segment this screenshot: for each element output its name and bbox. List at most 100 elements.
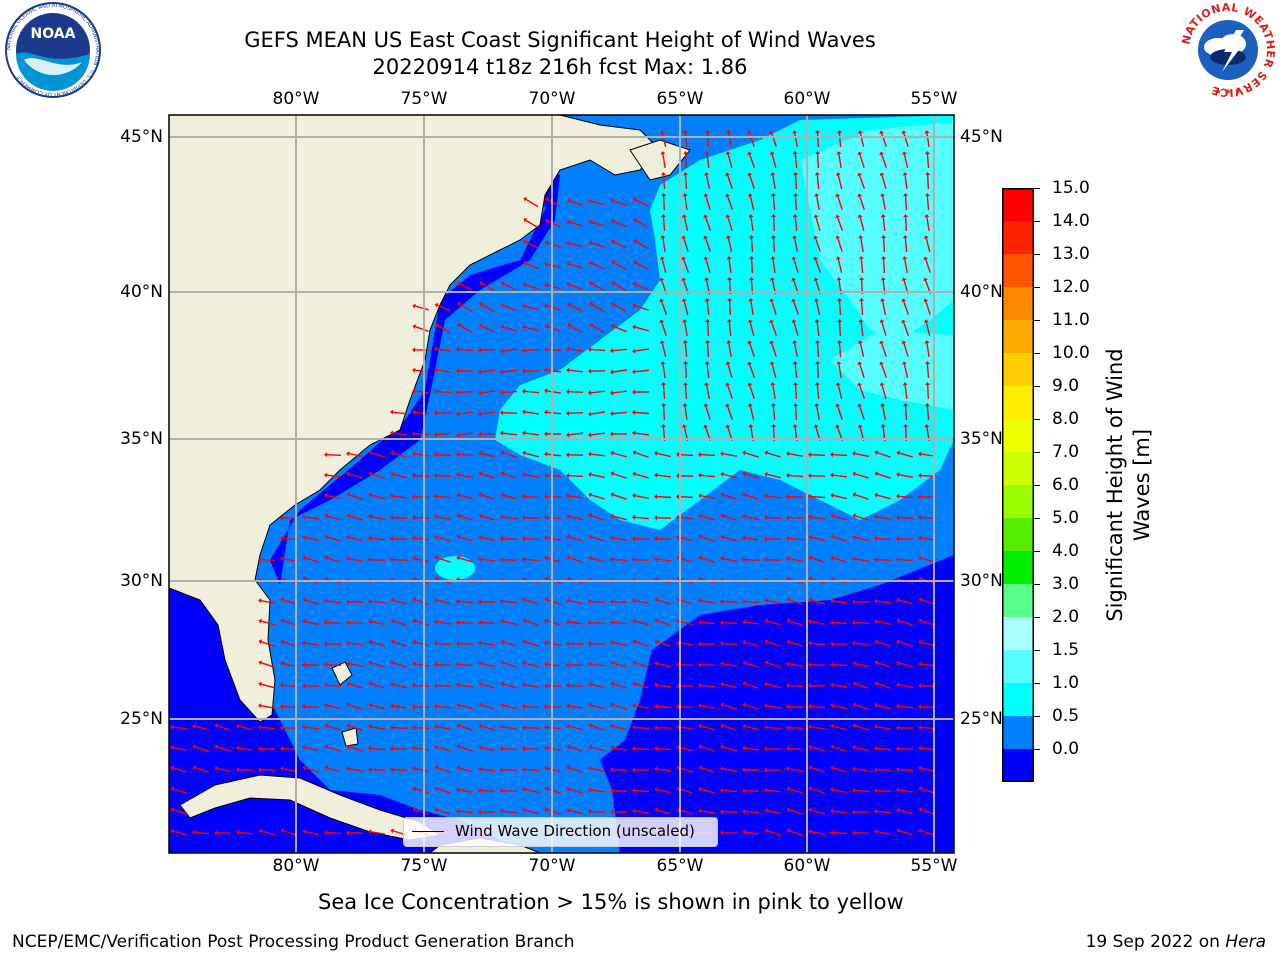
wind-arrow-head [346, 681, 350, 687]
lon-label-top-75w: 75°W [400, 89, 448, 109]
wind-arrow-shaft [678, 663, 694, 667]
wind-arrow-head [880, 298, 886, 302]
wind-arrow-head [654, 618, 659, 624]
wind-arrow-shaft [436, 705, 452, 709]
wind-arrow-shaft [327, 515, 341, 521]
wind-arrow-shaft [859, 343, 865, 357]
wind-arrow-head [258, 746, 262, 752]
wind-arrow-head [368, 829, 372, 835]
wind-arrow-shaft [662, 384, 666, 400]
wind-arrow-shaft [723, 725, 737, 731]
wind-arrow-head [918, 828, 923, 834]
wind-arrow-head [879, 382, 885, 387]
wind-arrow-shaft [926, 342, 930, 358]
wind-arrow-head [610, 788, 614, 794]
wind-arrow-shaft [788, 558, 804, 562]
wind-arrow-shaft [876, 830, 892, 836]
wind-arrow-shaft [904, 195, 908, 211]
wind-arrow-shaft [613, 452, 627, 458]
wind-arrow-head [610, 218, 615, 224]
wind-arrow-head [280, 766, 284, 772]
wind-arrow-shaft [877, 662, 891, 668]
wind-arrow-head [346, 744, 350, 750]
noaa-logo-text: NOAA [31, 26, 76, 42]
wind-arrow-head [368, 745, 372, 751]
wind-arrow-head [830, 513, 835, 519]
wind-arrow-shaft [854, 768, 870, 772]
wind-arrow-head [434, 640, 438, 646]
wind-arrow-shaft [837, 196, 843, 210]
wind-arrow-shaft [260, 726, 276, 730]
wind-arrow-shaft [656, 684, 672, 688]
wind-arrow-head [632, 409, 636, 416]
wind-arrow-shaft [745, 515, 759, 521]
wind-arrow-head [682, 319, 688, 323]
wind-arrow-shaft [348, 768, 364, 772]
wind-arrow-shaft [788, 663, 804, 667]
wind-arrow-shaft [370, 515, 386, 521]
wind-arrow-head [412, 597, 417, 603]
wind-arrow-head [918, 555, 922, 561]
wind-arrow-head [544, 704, 548, 710]
wind-arrow-head [192, 765, 197, 771]
wind-arrow-head [874, 535, 878, 541]
wind-arrow-head [770, 235, 777, 239]
wind-arrow-shaft [392, 516, 408, 520]
wind-arrow-head [434, 302, 439, 308]
wind-arrow-head [698, 744, 703, 750]
wind-arrow-shaft [788, 453, 804, 457]
wind-arrow-shaft [282, 747, 298, 751]
wind-arrow-shaft [634, 600, 650, 604]
wind-arrow-head [566, 410, 570, 416]
wind-arrow-shaft [524, 768, 540, 772]
wind-arrow-shaft [877, 473, 891, 479]
wind-arrow-head [478, 744, 482, 751]
wind-arrow-head [924, 130, 930, 134]
wind-arrow-head [258, 828, 262, 834]
wind-arrow-shaft [684, 342, 688, 358]
wind-arrow-shaft [546, 663, 562, 667]
wind-arrow-head [588, 598, 592, 605]
wind-arrow-head [522, 639, 527, 645]
wind-arrow-shaft [700, 621, 716, 625]
wind-arrow-shaft [370, 621, 386, 625]
wind-arrow-head [704, 340, 711, 344]
wind-arrow-shaft [662, 153, 666, 169]
wind-arrow-shaft [414, 369, 430, 373]
wind-arrow-shaft [481, 303, 495, 313]
wind-arrow-shaft [728, 132, 732, 148]
wind-arrow-head [434, 662, 438, 668]
wind-arrow-head [742, 723, 746, 730]
wind-arrow-shaft [459, 557, 473, 563]
wind-arrow-shaft [656, 495, 672, 499]
wind-arrow-head [874, 829, 878, 835]
wind-arrow-shaft [612, 411, 628, 415]
wind-arrow-head [478, 702, 483, 708]
wind-arrow-shaft [173, 767, 187, 773]
wind-arrow-head [324, 829, 328, 836]
wind-arrow-head [698, 723, 702, 729]
wind-arrow-head [368, 681, 373, 687]
wind-arrow-head [764, 536, 768, 542]
wind-arrow-head [633, 218, 638, 223]
wind-arrow-head [896, 472, 900, 478]
wind-arrow-head [770, 382, 776, 386]
colorbar-swatch [1002, 320, 1034, 354]
wind-arrow-head [346, 556, 350, 562]
wind-arrow-shaft [591, 324, 605, 334]
wind-arrow-shaft [727, 175, 733, 189]
wind-arrow-head [611, 239, 616, 244]
wind-arrow-shaft [436, 475, 452, 477]
wind-arrow-shaft [726, 406, 734, 420]
wind-arrow-head [434, 367, 438, 373]
wind-arrow-shaft [502, 537, 518, 541]
wind-arrow-head [544, 282, 548, 288]
wind-arrow-head [786, 472, 790, 478]
wind-arrow-shaft [436, 495, 452, 499]
wind-arrow-head [302, 576, 307, 582]
wind-arrow-head [786, 451, 790, 457]
wind-arrow-head [660, 361, 666, 365]
wind-arrow-shaft [657, 809, 671, 815]
wind-arrow-head [588, 787, 592, 793]
wind-arrow-head [813, 424, 819, 428]
